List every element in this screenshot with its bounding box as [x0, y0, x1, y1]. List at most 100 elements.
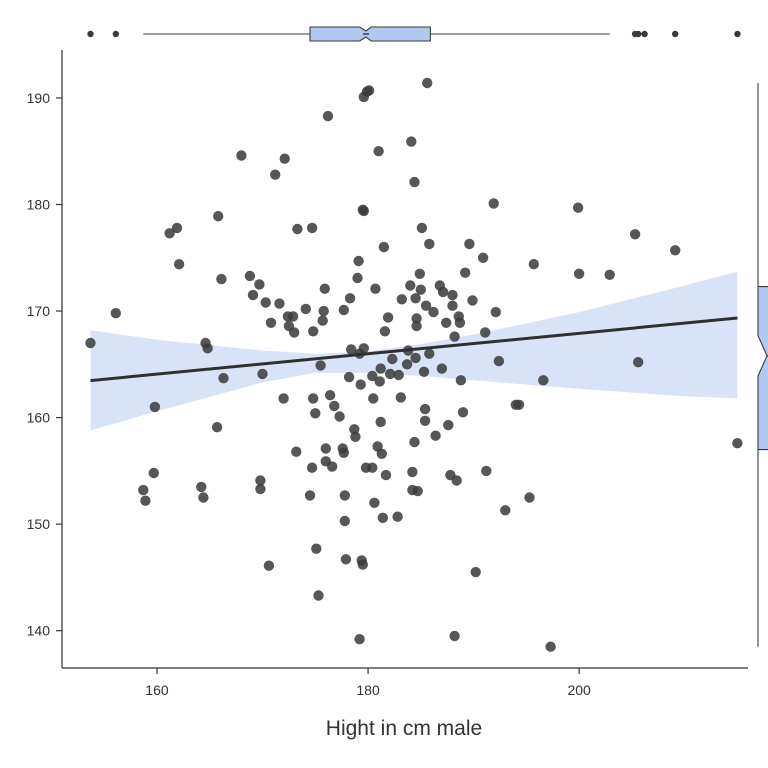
data-point-12: [202, 343, 213, 354]
data-point-93: [377, 512, 388, 523]
data-point-151: [488, 198, 499, 209]
data-point-46: [315, 360, 326, 371]
data-point-83: [367, 370, 378, 382]
data-point-63: [343, 371, 355, 383]
data-point-9: [196, 481, 207, 493]
data-point-30: [279, 153, 290, 164]
data-point-139: [451, 475, 462, 486]
x-axis-title: Hight in cm male: [326, 717, 482, 740]
data-point-76: [358, 205, 369, 217]
data-point-111: [409, 436, 420, 448]
data-point-149: [480, 327, 491, 338]
data-point-61: [339, 515, 350, 527]
y-tick-label-160: 160: [27, 410, 51, 426]
data-point-44: [311, 543, 322, 554]
trend-line: [90, 316, 738, 383]
data-point-127: [428, 306, 439, 318]
data-point-53: [324, 390, 336, 401]
y-tick-label-190: 190: [27, 90, 51, 106]
data-point-77: [358, 343, 369, 354]
data-point-82: [367, 462, 378, 473]
data-point-86: [370, 283, 381, 294]
data-point-99: [387, 353, 398, 365]
data-point-56: [334, 411, 345, 422]
data-point-64: [344, 293, 356, 304]
data-point-25: [263, 560, 275, 571]
data-point-160: [545, 641, 556, 652]
data-point-0: [85, 337, 96, 349]
data-point-143: [457, 407, 469, 418]
data-point-118: [415, 284, 426, 295]
trend-line-layer: [90, 316, 738, 383]
data-point-22: [255, 483, 266, 495]
data-point-90: [375, 416, 386, 428]
data-point-146: [467, 295, 478, 306]
x-box-outlier-1: [112, 30, 120, 38]
data-point-131: [437, 286, 449, 298]
data-point-106: [405, 280, 416, 291]
data-point-166: [670, 245, 681, 256]
data-point-89: [374, 376, 385, 387]
data-point-117: [414, 268, 425, 279]
data-point-24: [260, 297, 271, 308]
data-point-29: [278, 393, 289, 404]
data-point-68: [352, 272, 363, 284]
confidence-band: [90, 271, 738, 431]
data-point-71: [354, 634, 365, 645]
data-point-14: [213, 211, 224, 222]
data-points: [85, 77, 743, 652]
data-point-119: [416, 222, 428, 234]
x-box-outlier-3: [635, 30, 642, 38]
data-point-52: [322, 110, 334, 122]
data-point-96: [380, 469, 392, 481]
data-point-120: [418, 366, 430, 377]
data-point-40: [306, 222, 318, 234]
data-point-133: [443, 419, 454, 431]
data-point-144: [460, 267, 471, 278]
y-tick-label-170: 170: [27, 303, 51, 319]
data-point-45: [313, 590, 324, 601]
data-point-141: [454, 317, 466, 328]
data-point-135: [447, 289, 458, 301]
data-point-54: [327, 461, 338, 472]
data-point-163: [604, 269, 615, 280]
data-point-100: [392, 511, 403, 522]
x-box-body: [309, 26, 431, 42]
data-point-148: [477, 252, 489, 263]
data-point-38: [304, 490, 316, 501]
data-point-137: [449, 331, 460, 342]
data-point-35: [291, 446, 302, 457]
data-point-92: [376, 448, 387, 459]
data-point-113: [410, 293, 421, 304]
data-point-165: [633, 357, 644, 368]
data-point-125: [424, 238, 435, 250]
data-point-26: [265, 317, 277, 328]
data-point-2: [138, 484, 149, 496]
data-point-21: [255, 475, 266, 486]
data-point-114: [411, 320, 422, 332]
x-box-outlier-5: [671, 30, 679, 38]
data-point-152: [490, 306, 501, 318]
data-point-13: [211, 422, 223, 433]
y-box-body: [757, 285, 768, 451]
data-point-39: [306, 462, 318, 473]
data-point-157: [524, 492, 535, 503]
data-point-23: [257, 368, 268, 380]
data-point-48: [318, 305, 329, 317]
data-point-55: [329, 400, 340, 412]
data-point-3: [140, 495, 151, 506]
data-point-17: [236, 150, 247, 161]
data-point-7: [171, 222, 183, 234]
data-point-41: [308, 326, 319, 337]
data-point-10: [198, 492, 209, 503]
data-point-121: [419, 415, 431, 426]
data-point-37: [300, 303, 311, 315]
data-point-1: [110, 308, 122, 319]
data-point-4: [148, 467, 159, 479]
data-point-85: [369, 497, 380, 508]
data-point-130: [436, 363, 448, 374]
x-box-outlier-4: [641, 30, 648, 38]
data-point-36: [292, 223, 303, 235]
data-point-145: [464, 238, 475, 250]
